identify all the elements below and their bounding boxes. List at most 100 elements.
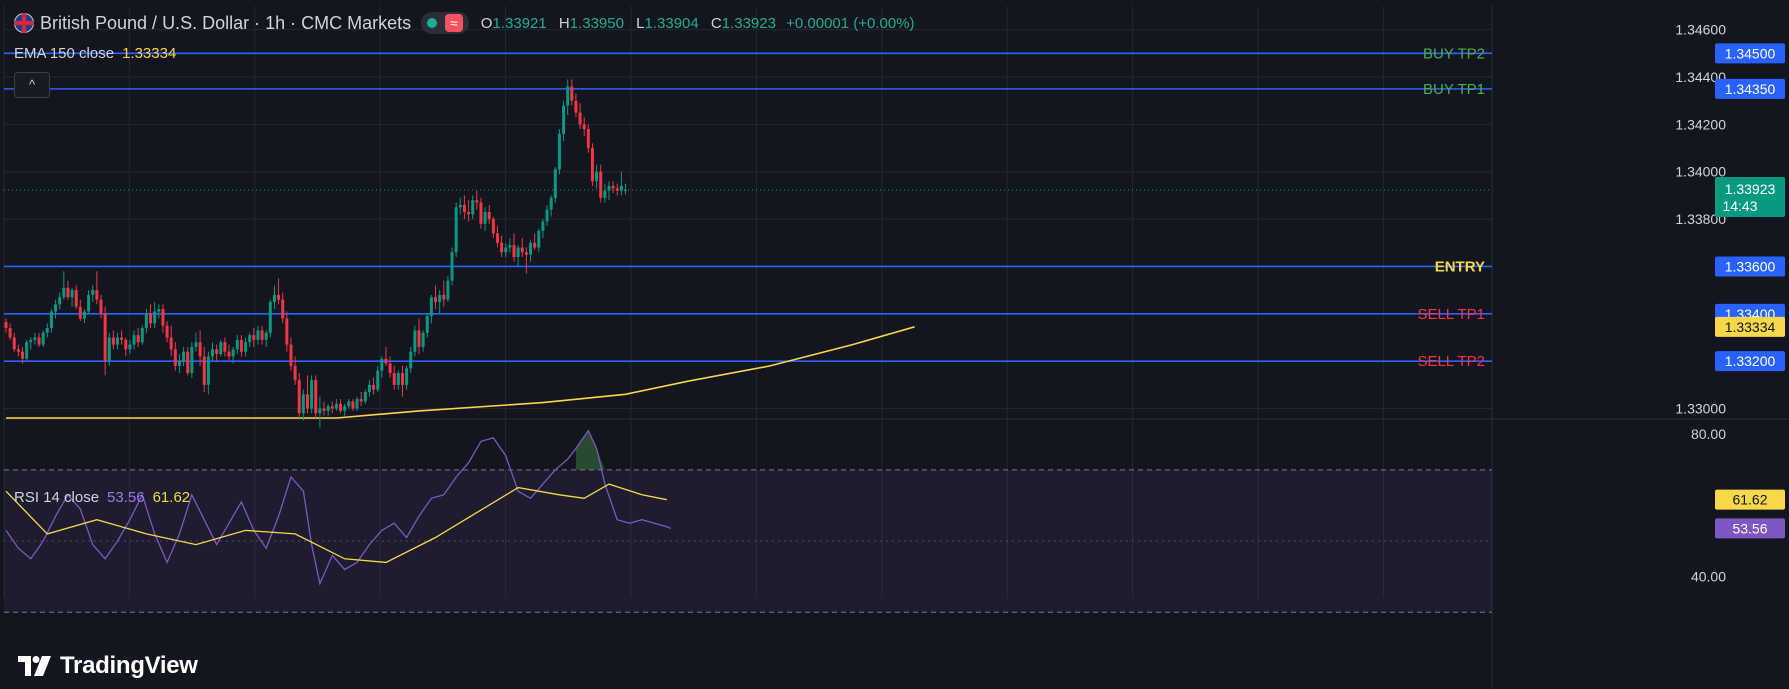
candle: [615, 183, 619, 196]
candle-body: [301, 394, 305, 414]
candle: [206, 351, 210, 395]
candle: [392, 365, 396, 390]
candle-body: [624, 189, 627, 191]
candle-body: [574, 100, 578, 113]
tradingview-logo[interactable]: TradingView: [18, 652, 198, 680]
candle-body: [169, 337, 173, 350]
candle-body: [12, 337, 16, 350]
candle: [590, 143, 594, 186]
candle-body: [248, 335, 252, 343]
rsi-legend[interactable]: RSI 14 close 53.56 61.62: [14, 489, 190, 506]
candle-body: [235, 339, 239, 350]
level-price-tag-text: 1.34350: [1725, 81, 1776, 97]
candle-body: [120, 337, 124, 340]
price-axis[interactable]: 1.34600 1.34400 1.34200 1.34000 1.33800 1.330…: [1675, 22, 1726, 585]
candle: [277, 278, 281, 305]
candle-body: [495, 233, 499, 243]
candle: [434, 285, 438, 310]
price-tags-layer: 1.345001.343501.336001.334001.332001.333…: [1715, 43, 1785, 539]
collapse-legend-button[interactable]: ^: [14, 72, 50, 98]
level-price-tag-bg: [1715, 43, 1785, 64]
candle: [82, 309, 86, 324]
candle: [305, 375, 309, 414]
candle-body: [74, 290, 78, 307]
rsi-line: [5, 429, 672, 586]
market-status-pill[interactable]: ≈: [421, 12, 469, 34]
candle: [351, 399, 355, 411]
candle-body: [124, 339, 128, 350]
candle-body: [549, 197, 553, 210]
candle-body: [70, 290, 74, 298]
candle-body: [582, 124, 586, 130]
candle-body: [132, 335, 136, 345]
candle: [483, 207, 487, 231]
ema-price-tag-bg: [1715, 316, 1785, 337]
low-value: 1.33904: [644, 14, 699, 32]
candle-body: [107, 337, 111, 362]
candle-body: [272, 294, 276, 302]
candle: [595, 164, 599, 189]
candle: [574, 93, 578, 118]
candle: [231, 346, 235, 364]
candle: [219, 339, 223, 357]
candle: [372, 377, 376, 395]
candle: [524, 247, 528, 274]
symbol-title[interactable]: British Pound / U.S. Dollar · 1h · CMC M…: [40, 12, 412, 33]
candle-body: [206, 356, 210, 385]
candle: [516, 245, 520, 267]
candle-body: [202, 356, 206, 385]
candle-body: [475, 200, 479, 203]
ohlc-values: O1.33921 H1.33950 L1.33904 C1.33923 +0.0…: [481, 15, 915, 32]
ema-legend[interactable]: EMA 150 close 1.33334: [14, 45, 176, 62]
candle: [603, 183, 607, 203]
ema-label[interactable]: EMA 150 close: [14, 45, 115, 62]
candle: [359, 391, 363, 407]
candles-layer: [4, 79, 627, 428]
candle: [215, 344, 219, 362]
rsi-label[interactable]: RSI 14 close: [14, 489, 100, 506]
candle-body: [161, 309, 165, 326]
candle: [462, 195, 466, 220]
candle-body: [173, 349, 177, 366]
level-price-tag: 1.33600: [1715, 256, 1785, 277]
candle: [235, 335, 239, 355]
candle-body: [619, 185, 623, 191]
candle: [285, 311, 289, 352]
level-label: ENTRY: [1435, 258, 1485, 275]
candle: [223, 337, 227, 357]
candle-body: [277, 294, 281, 300]
candle: [227, 344, 231, 362]
candle: [310, 375, 314, 414]
candle-body: [438, 294, 442, 302]
candle-body: [611, 185, 615, 189]
candle-body: [504, 247, 508, 253]
rsi-price-tag: 53.56: [1715, 518, 1785, 539]
candle: [314, 375, 318, 418]
candle-body: [380, 358, 384, 371]
countdown-timer: 14:43: [1722, 198, 1757, 214]
candle-body: [219, 342, 223, 355]
symbol-legend[interactable]: British Pound / U.S. Dollar · 1h · CMC M…: [14, 12, 915, 34]
candle-body: [367, 384, 371, 392]
candle-body: [198, 342, 202, 357]
candle: [578, 103, 582, 130]
candle-body: [182, 351, 186, 362]
candle: [388, 356, 392, 378]
candle: [326, 403, 330, 416]
candle-body: [359, 399, 363, 402]
candle: [487, 204, 491, 224]
candle: [268, 299, 272, 338]
candle-body: [37, 337, 41, 345]
candle: [256, 325, 260, 345]
rsi-band-layer: [4, 469, 1492, 613]
candle-body: [467, 212, 471, 215]
candle-body: [318, 408, 322, 414]
candle: [95, 271, 99, 305]
candle: [107, 332, 111, 366]
candle-body: [454, 207, 458, 253]
candle-body: [153, 311, 157, 324]
price-axis-tick: 1.34600: [1675, 22, 1726, 38]
candle: [417, 318, 421, 355]
